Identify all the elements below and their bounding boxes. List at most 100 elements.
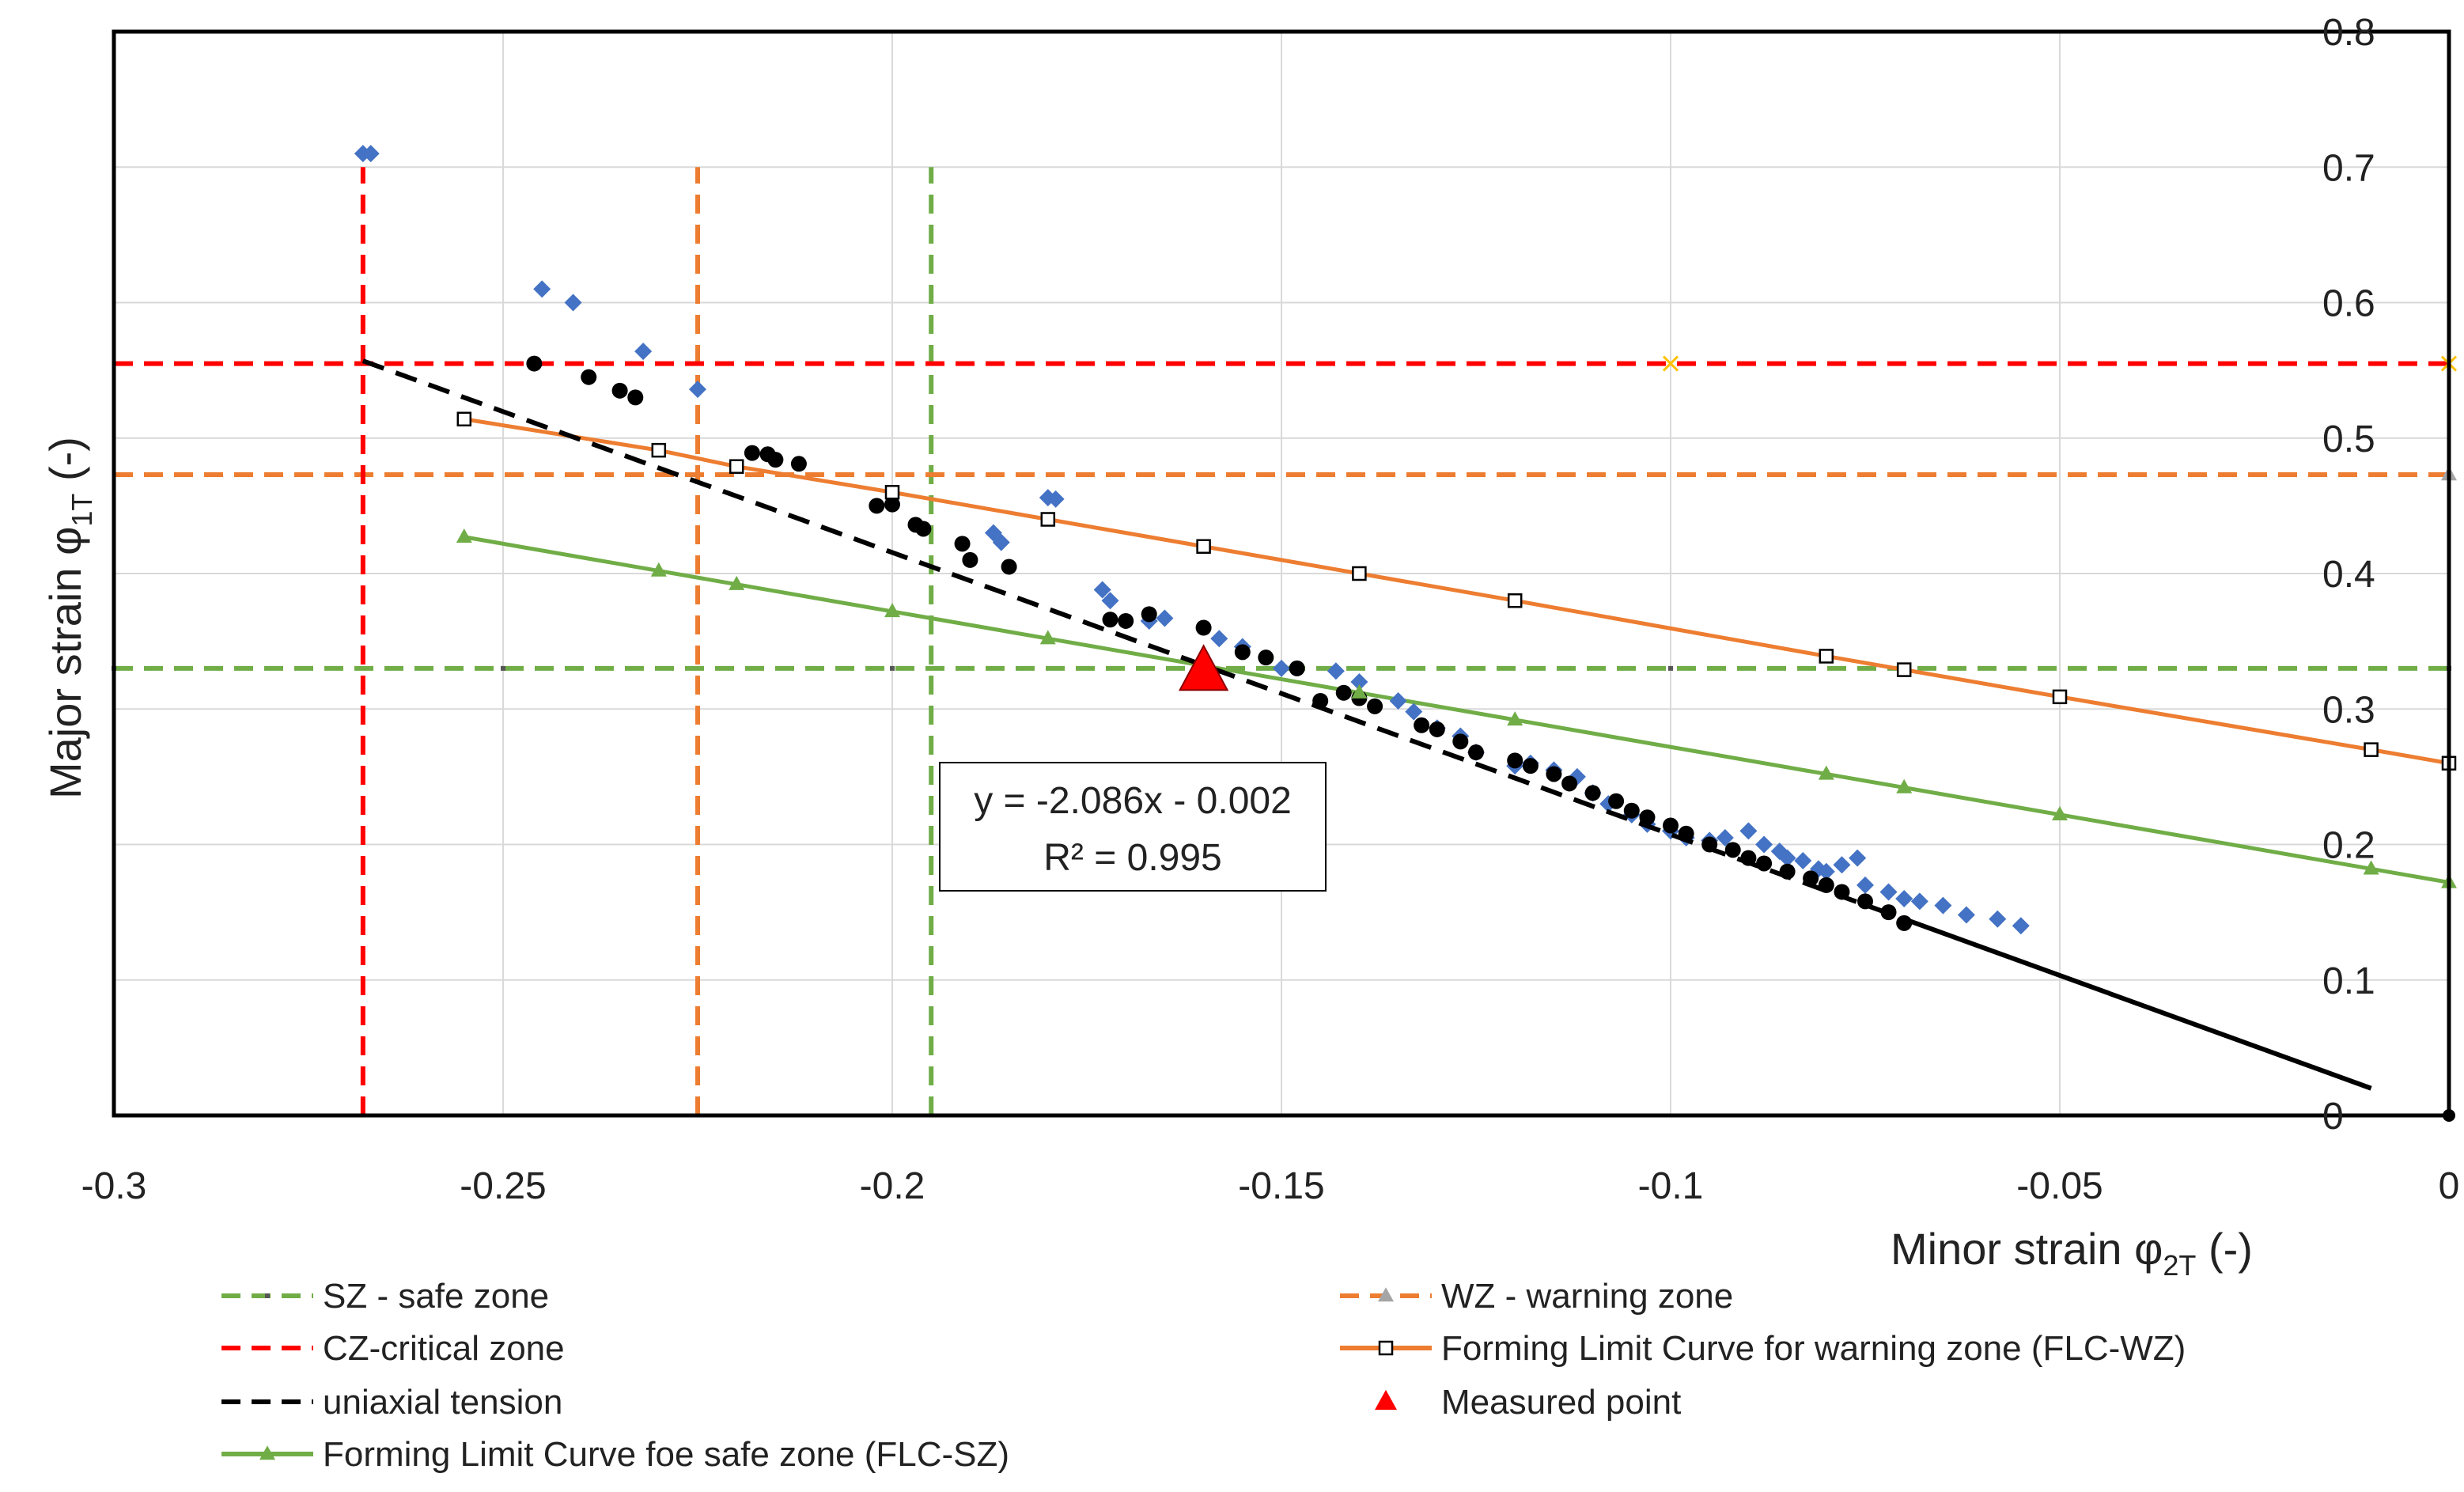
cloud-black-point bbox=[962, 551, 978, 568]
cloud-black-point bbox=[1001, 559, 1017, 575]
x-tick-label: -0.15 bbox=[1238, 1165, 1324, 1207]
cloud-black-point bbox=[1414, 717, 1430, 733]
flc-sz-point bbox=[1507, 711, 1523, 726]
flc-sz-point bbox=[456, 528, 472, 543]
y-axis-title: Major strain φ1T (-) bbox=[40, 437, 98, 799]
cloud-black-point bbox=[1623, 802, 1640, 819]
x-tick-label: -0.3 bbox=[81, 1165, 147, 1207]
cloud-blue-point bbox=[1957, 906, 1975, 924]
annotation-equation: y = -2.086x - 0.002 bbox=[974, 780, 1292, 822]
cloud-black-point bbox=[1724, 842, 1741, 858]
series-line-uniaxial bbox=[361, 358, 1906, 922]
cloud-black-point bbox=[1367, 698, 1383, 714]
flc-sz-point bbox=[884, 603, 900, 618]
cloud-black-point bbox=[1663, 817, 1679, 834]
cloud-black-point bbox=[526, 355, 543, 372]
cloud-blue-point bbox=[1156, 609, 1174, 627]
legend-item-uniaxial: uniaxial tension bbox=[221, 1383, 562, 1422]
plot-frame bbox=[112, 29, 2451, 1118]
flc-wz-point bbox=[884, 485, 900, 500]
cloud-blue-point bbox=[1989, 910, 2007, 928]
flc-sz-point bbox=[650, 562, 667, 577]
cloud-blue-point bbox=[992, 533, 1010, 551]
cloud-blue-point bbox=[1327, 662, 1345, 680]
cloud-blue-point bbox=[361, 145, 380, 163]
cloud-blue-point bbox=[1739, 822, 1758, 840]
y-axis-title-main: Major strain φ bbox=[40, 527, 90, 799]
flc-wz-point bbox=[2052, 689, 2068, 705]
y-tick-label: 0.6 bbox=[2322, 283, 2375, 325]
x-tick-label: -0.1 bbox=[1638, 1165, 1704, 1207]
flc-wz-point bbox=[1352, 566, 1367, 581]
x-axis-title-unit: (-) bbox=[2196, 1224, 2253, 1274]
cloud-black-point bbox=[1141, 606, 1157, 623]
legend-label: Measured point bbox=[1441, 1383, 1681, 1422]
cloud-black-point bbox=[767, 452, 784, 468]
x-axis-title-subscript: 2T bbox=[2163, 1249, 2196, 1282]
cloud-black-point bbox=[1102, 612, 1118, 628]
flc-wz-point bbox=[1819, 649, 1834, 664]
cloud-black-point bbox=[1195, 619, 1212, 636]
flc-sz-point bbox=[1818, 765, 1834, 780]
legend-marker bbox=[259, 1445, 275, 1460]
legend-marker bbox=[1378, 1340, 1394, 1356]
cloud-black-point bbox=[581, 369, 597, 385]
y-tick-label: 0 bbox=[2322, 1096, 2344, 1138]
gridlines bbox=[113, 31, 2450, 1116]
cloud-blue-point bbox=[564, 293, 582, 312]
cloud-black-point bbox=[744, 445, 760, 461]
cloud-black-point bbox=[1522, 758, 1539, 774]
x-axis-title: Minor strain φ2T (-) bbox=[1891, 1224, 2253, 1282]
cloud-black-point bbox=[1429, 721, 1445, 737]
cloud-black-point bbox=[1118, 612, 1134, 629]
cloud-black-point bbox=[1452, 733, 1469, 750]
legend-label: CZ-critical zone bbox=[323, 1329, 565, 1368]
cloud-black-point bbox=[1756, 855, 1773, 872]
cloud-black-point bbox=[1639, 809, 1656, 826]
cloud-black-point bbox=[869, 498, 885, 514]
x-tick-label: -0.25 bbox=[460, 1165, 546, 1207]
y-tick-label: 0.1 bbox=[2322, 960, 2375, 1002]
flc-sz-point bbox=[1351, 684, 1368, 699]
series-line-flc_sz bbox=[464, 535, 2450, 884]
cloud-black-point bbox=[1258, 649, 1274, 666]
sz-point bbox=[501, 665, 505, 671]
cloud-black-point bbox=[1608, 793, 1625, 809]
cloud-blue-point bbox=[1778, 849, 1796, 867]
x-tick-label: 0 bbox=[2439, 1165, 2460, 1207]
series-line-trend bbox=[1903, 916, 2372, 1091]
cloud-blue-point bbox=[1755, 835, 1773, 854]
flc-sz-point bbox=[2363, 860, 2379, 875]
flc-sz-point bbox=[1896, 778, 1913, 793]
y-tick-label: 0.7 bbox=[2322, 147, 2375, 189]
y-tick-labels: 0 0.1 0.2 0.3 0.4 0.5 0.6 0.7 0.8 bbox=[2322, 12, 2375, 1138]
cloud-black-point bbox=[611, 382, 628, 399]
sz-point bbox=[1668, 665, 1673, 671]
cloud-black-point bbox=[954, 536, 971, 552]
cloud-black-point bbox=[790, 456, 807, 472]
x-tick-label: -0.05 bbox=[2016, 1165, 2103, 1207]
flc-wz-point bbox=[2364, 742, 2379, 757]
cloud-blue-point bbox=[1794, 852, 1812, 870]
cloud-blue-point bbox=[1895, 890, 1913, 907]
y-tick-label: 0.4 bbox=[2322, 554, 2375, 596]
legend-label: Forming Limit Curve foe safe zone (FLC-S… bbox=[323, 1435, 1009, 1474]
legend-item-cz_h: CZ-critical zone bbox=[221, 1329, 565, 1368]
regression-annotation: y = -2.086x - 0.002 R² = 0.995 bbox=[939, 762, 1327, 892]
flc-wz-point bbox=[1040, 512, 1056, 527]
plot-series bbox=[112, 145, 2458, 1122]
cloud-blue-point bbox=[634, 343, 653, 361]
cloud-blue-point bbox=[1910, 892, 1928, 911]
legend-marker bbox=[1378, 1287, 1394, 1302]
cloud-black-point bbox=[1234, 644, 1251, 661]
cloud-black-point bbox=[1561, 775, 1578, 792]
legend-item-wz_h: WZ - warning zone bbox=[1340, 1277, 1733, 1316]
legend: SZ - safe zone WZ - warning zone CZ-critic… bbox=[221, 1277, 2186, 1474]
cloud-blue-point bbox=[1093, 581, 1111, 599]
cloud-black-point bbox=[1584, 785, 1601, 801]
legend-label: Forming Limit Curve for warning zone (FL… bbox=[1441, 1329, 2186, 1368]
cz-point bbox=[1662, 355, 1679, 372]
flc-wz-point bbox=[1196, 539, 1211, 554]
cloud-black-point bbox=[884, 496, 900, 513]
